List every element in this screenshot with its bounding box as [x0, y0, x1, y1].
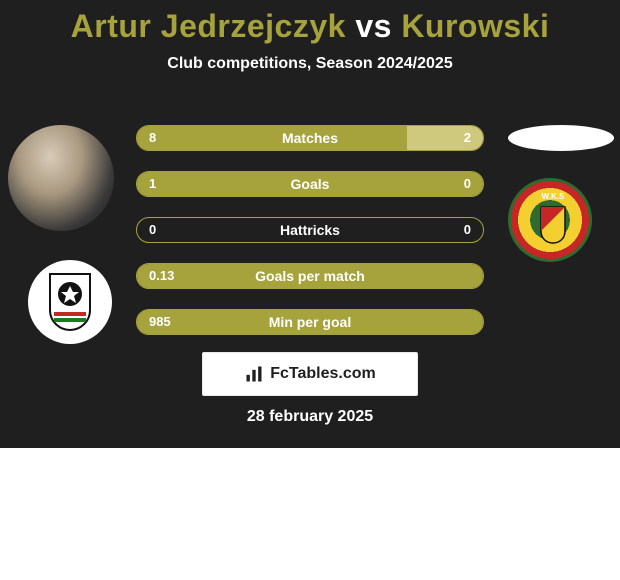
attribution-badge: FcTables.com	[202, 352, 418, 396]
stat-value-left: 1	[149, 172, 156, 196]
stat-bars: Matches82Goals10Hattricks00Goals per mat…	[136, 125, 484, 355]
comparison-card: Artur Jedrzejczyk vs Kurowski Club compe…	[0, 0, 620, 448]
player2-club-badge: W.K.S	[508, 178, 592, 262]
attribution-text: FcTables.com	[270, 365, 376, 383]
stat-value-right: 0	[464, 218, 471, 242]
stat-row: Hattricks0 0	[136, 217, 484, 243]
stat-value-right: 2	[464, 126, 471, 150]
legia-warsaw-crest-icon	[46, 272, 94, 332]
stat-row: Goals per match0.13	[136, 263, 484, 289]
stat-label: Matches	[137, 126, 483, 150]
stat-row: Matches8 2	[136, 125, 484, 151]
slask-wroclaw-crest-icon: W.K.S	[511, 181, 595, 265]
stat-label: Goals per match	[137, 264, 483, 288]
stat-row: Min per goal985	[136, 309, 484, 335]
subtitle: Club competitions, Season 2024/2025	[0, 55, 620, 73]
svg-text:W.K.S: W.K.S	[542, 192, 565, 201]
stat-value-left: 8	[149, 126, 156, 150]
date-label: 28 february 2025	[0, 408, 620, 426]
player1-club-badge	[28, 260, 112, 344]
page-title: Artur Jedrzejczyk vs Kurowski	[0, 0, 620, 45]
player1-photo	[8, 125, 114, 231]
stat-value-right: 0	[464, 172, 471, 196]
player2-photo-placeholder	[508, 125, 614, 151]
stat-label: Hattricks	[137, 218, 483, 242]
stat-label: Min per goal	[137, 310, 483, 334]
bar-chart-icon	[244, 364, 264, 384]
stat-value-left: 0	[149, 218, 156, 242]
stat-row: Goals1 0	[136, 171, 484, 197]
title-vs: vs	[355, 8, 392, 44]
stat-value-left: 985	[149, 310, 171, 334]
stat-label: Goals	[137, 172, 483, 196]
stat-value-left: 0.13	[149, 264, 174, 288]
title-player2: Kurowski	[401, 8, 549, 44]
title-player1: Artur Jedrzejczyk	[71, 8, 346, 44]
